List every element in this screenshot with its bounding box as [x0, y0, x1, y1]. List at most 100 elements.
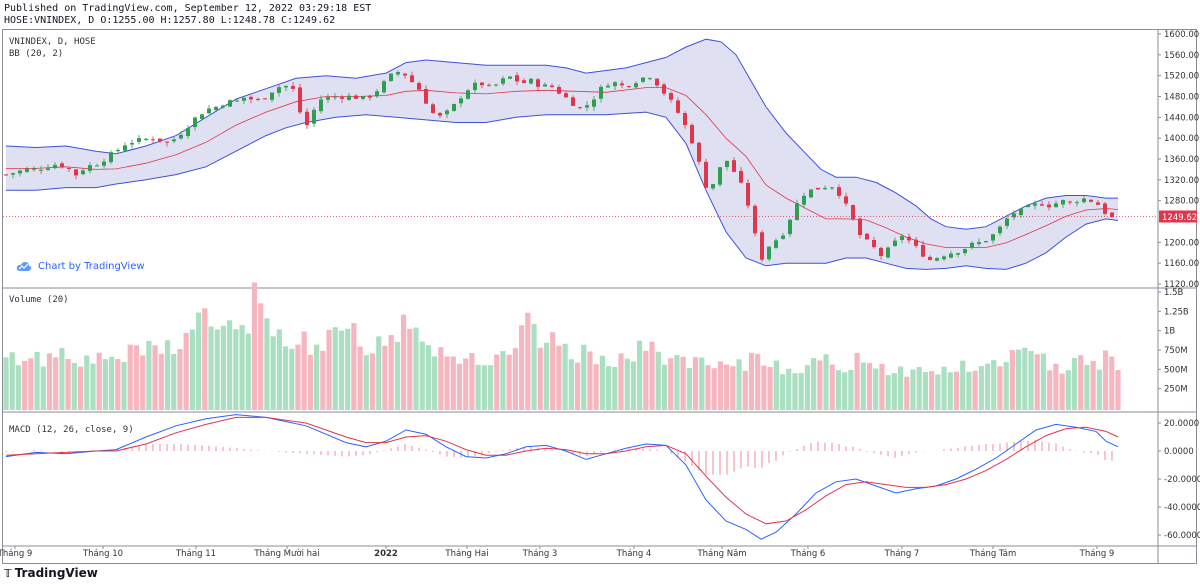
volume-bar-down	[742, 370, 748, 410]
volume-bar-down	[463, 358, 469, 410]
volume-bar-down	[400, 314, 407, 410]
volume-tick-label: 1B	[1164, 327, 1175, 337]
volume-bar-up	[432, 356, 438, 410]
volume-bar-up	[189, 329, 195, 410]
candle-down	[879, 247, 883, 256]
volume-bar-down	[730, 366, 736, 410]
candle-down	[620, 83, 624, 86]
volume-bar-down	[407, 328, 413, 410]
volume-bar-up	[736, 359, 742, 410]
volume-bar-down	[1047, 370, 1053, 410]
time-tick-label: Tháng Năm	[696, 549, 746, 559]
candle-up	[991, 234, 995, 241]
candle-up	[319, 99, 323, 112]
candle-down	[872, 240, 876, 248]
volume-bar-down	[643, 350, 649, 410]
volume-bar-up	[345, 328, 351, 410]
volume-bar-down	[65, 359, 71, 410]
candle-up	[823, 188, 827, 190]
volume-bar-up	[655, 351, 661, 410]
price-tick-label: 1520.00	[1164, 72, 1199, 82]
candle-down	[851, 205, 855, 220]
chart-by-tradingview-link[interactable]: Chart by TradingView	[16, 261, 145, 272]
volume-bar-up	[885, 375, 891, 410]
volume-bar-down	[1102, 350, 1109, 410]
volume-bar-up	[146, 340, 152, 410]
candle-up	[1054, 203, 1058, 208]
volume-bar-up	[984, 363, 991, 410]
volume-bar-up	[376, 336, 382, 410]
volume-bar-up	[227, 320, 233, 410]
tradingview-cloud-icon	[16, 262, 32, 271]
candle-up	[725, 160, 729, 168]
price-tick-label: 1320.00	[1164, 176, 1199, 186]
candle-down	[1110, 212, 1114, 218]
candle-up	[508, 76, 512, 79]
candle-up	[949, 253, 953, 258]
chart-frame	[2, 29, 1197, 564]
volume-bar-down	[1078, 355, 1084, 410]
time-tick-label: Tháng 9	[1079, 549, 1115, 559]
volume-bar-up	[481, 365, 487, 410]
volume-bar-down	[388, 335, 394, 410]
volume-bar-up	[59, 347, 65, 410]
volume-bar-up	[15, 365, 22, 410]
candle-down	[431, 104, 435, 113]
footer-brand-text: TradingView	[14, 566, 98, 580]
volume-bar-down	[525, 312, 531, 410]
last-price-tag	[1159, 210, 1197, 223]
volume-bar-down	[369, 353, 376, 410]
volume-bar-down	[711, 368, 717, 410]
volume-bar-up	[786, 368, 792, 410]
volume-bar-down	[587, 351, 593, 410]
volume-bar-up	[314, 344, 320, 410]
candle-up	[648, 78, 652, 80]
volume-bar-up	[897, 366, 904, 410]
volume-bar-up	[823, 354, 829, 410]
candle-up	[781, 235, 785, 239]
volume-bar-up	[9, 352, 15, 410]
volume-bar-down	[307, 354, 314, 410]
volume-bar-up	[500, 351, 506, 410]
volume-bar-up	[916, 366, 922, 410]
volume-bar-down	[1034, 354, 1040, 410]
volume-bar-up	[792, 373, 798, 410]
volume-bar-down	[46, 353, 53, 410]
symbol-ohlc-line: HOSE:VNINDEX, D O:1255.00 H:1257.80 L:12…	[4, 15, 336, 26]
candle-up	[1075, 202, 1079, 204]
volume-bar-up	[1016, 349, 1022, 410]
volume-bar-up	[873, 368, 879, 410]
volume-bar-up	[935, 374, 941, 410]
volume-bar-up	[419, 341, 425, 410]
volume-bar-up	[475, 364, 481, 410]
footer-brand: 𝕋 TradingView	[4, 566, 98, 580]
candle-up	[767, 246, 771, 260]
volume-bar-down	[668, 358, 674, 410]
volume-bar-down	[748, 352, 755, 410]
volume-bar-down	[1009, 350, 1015, 410]
price-tick-label: 1280.00	[1164, 197, 1199, 207]
candle-down	[1068, 201, 1072, 203]
bb-pane-title: BB (20, 2)	[9, 49, 63, 59]
candle-up	[830, 187, 834, 189]
volume-bar-up	[699, 357, 705, 410]
volume-bar-up	[1028, 350, 1034, 410]
candle-down	[522, 80, 526, 83]
volume-bar-down	[692, 357, 699, 410]
candle-down	[263, 98, 267, 100]
candle-up	[46, 168, 50, 170]
volume-bar-up	[3, 357, 9, 410]
last-price-label: 1249.62	[1162, 213, 1197, 223]
candle-down	[1103, 203, 1107, 214]
candle-up	[389, 73, 393, 82]
candle-up	[361, 96, 365, 99]
volume-bar-down	[550, 332, 556, 410]
time-tick-label: Tháng Mười hai	[253, 548, 319, 559]
volume-bar-down	[1053, 363, 1059, 410]
candle-down	[732, 160, 736, 172]
price-tick-label: 1160.00	[1164, 259, 1199, 269]
volume-bar-up	[637, 340, 643, 410]
volume-bar-up	[164, 340, 171, 410]
candle-up	[459, 98, 463, 104]
